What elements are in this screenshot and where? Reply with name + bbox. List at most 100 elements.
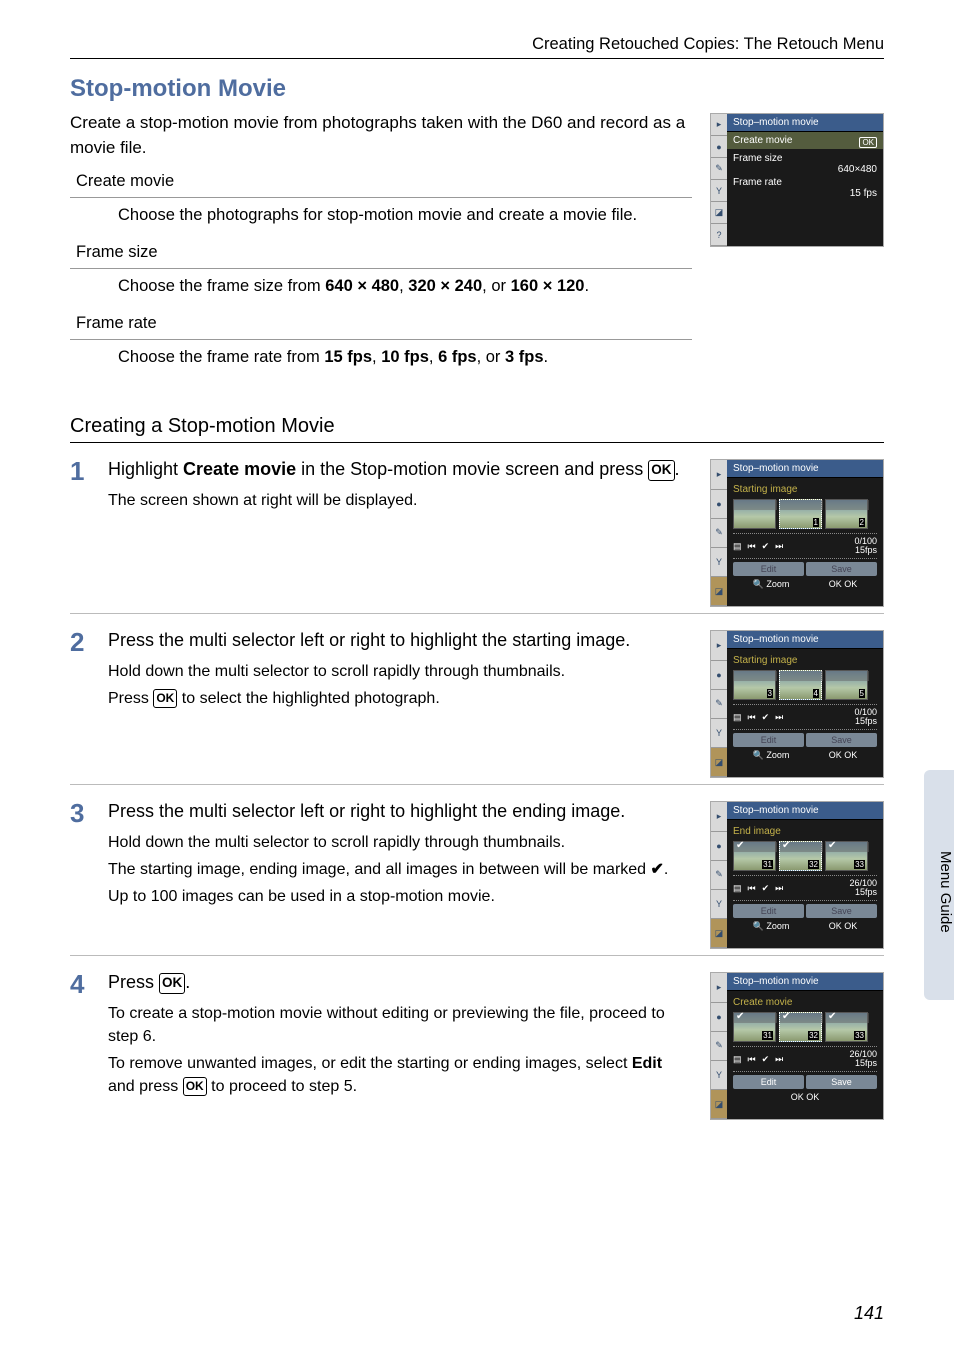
thumbnail: ✔31 <box>733 1012 776 1042</box>
lcd-menu-row: Frame size <box>733 153 877 164</box>
lcd-sidebar: ▸●✎Y◪ <box>711 460 727 606</box>
lcd-footer-hint: OK OK <box>791 1092 820 1102</box>
lcd-screen: ▸●✎Y◪Stop–motion movieEnd image✔31✔32✔33… <box>710 801 884 949</box>
lcd-title: Stop–motion movie <box>727 973 883 990</box>
definition-def: Choose the photographs for stop-motion m… <box>70 198 692 233</box>
lcd-footer: 🔍 Zoom OK OK <box>733 750 877 761</box>
sidebar-icon: ◪ <box>711 577 727 606</box>
card-icon: ▤ <box>733 712 742 723</box>
lcd-button: Save <box>806 904 877 918</box>
lcd-footer-hint: 🔍 Zoom <box>753 579 790 590</box>
lcd-body: Starting image345▤⏮✔⏭0/10015fpsEditSave🔍… <box>727 649 883 777</box>
step-number: 2 <box>70 628 94 778</box>
lcd-screen: ▸●✎Y◪Stop–motion movie Starting image 345 ▤… <box>710 630 884 778</box>
step-title: Press OK. <box>108 970 686 995</box>
check-icon: ✔ <box>762 883 770 894</box>
lcd-button-row: EditSave <box>733 562 877 576</box>
sidebar-icon: ◪ <box>711 748 727 777</box>
sidebar-icon: ● <box>711 1003 727 1032</box>
thumbnail: 4 <box>779 670 822 700</box>
lcd-subtitle: End image <box>733 826 877 837</box>
lcd-counter: 26/10015fps <box>849 1050 877 1068</box>
lcd-footer: OK OK <box>733 1092 877 1102</box>
intro-text: Create a stop-motion movie from photogra… <box>70 111 692 160</box>
lcd-screen: ▸●✎Y◪Stop–motion movieStarting image12▤⏮… <box>710 459 884 607</box>
sidebar-icon: ✎ <box>711 690 727 719</box>
lcd-subtitle: Starting image <box>733 484 877 495</box>
thumbnail-row: ✔31✔32✔33 <box>733 841 877 871</box>
step-body: Press OK. To create a stop-motion movie w… <box>108 970 696 1120</box>
step: 2 Press the multi selector left or right … <box>70 628 884 785</box>
step-desc: To remove unwanted images, or edit the s… <box>108 1052 686 1098</box>
thumbnail: 5 <box>825 670 868 700</box>
lcd-button: Edit <box>733 562 804 576</box>
lcd-icon-row: ▤⏮✔⏭26/10015fps <box>733 875 877 901</box>
sidebar-icon: ▸ <box>711 973 727 1002</box>
step: 3Press the multi selector left or right … <box>70 799 884 956</box>
step-desc: To create a stop-motion movie without ed… <box>108 1002 686 1048</box>
lcd-icon-row: ▤⏮✔⏭0/10015fps <box>733 704 877 730</box>
start-marker-icon: ⏮ <box>748 712 756 723</box>
lcd-footer-hint: OK OK <box>829 750 858 761</box>
thumbnail: 2 <box>825 499 868 529</box>
step-title: Press the multi selector left or right t… <box>108 628 686 653</box>
lcd-footer-hint: 🔍 Zoom <box>753 750 790 761</box>
definition-term: Frame rate <box>70 308 692 340</box>
lcd-subtitle: Create movie <box>733 997 877 1008</box>
lcd-button: Save <box>806 1075 877 1089</box>
lcd-sidebar: ▸●✎Y◪ <box>711 802 727 948</box>
ok-indicator: OK <box>859 137 877 148</box>
step-title: Highlight Create movie in the Stop-motio… <box>108 457 686 482</box>
lcd-subtitle: Starting image <box>733 655 877 666</box>
step-desc: Up to 100 images can be used in a stop-m… <box>108 885 686 908</box>
sidebar-icon: ◪ <box>711 1090 727 1119</box>
thumbnail: ✔32 <box>779 1012 822 1042</box>
card-icon: ▤ <box>733 883 742 894</box>
card-icon: ▤ <box>733 1054 742 1065</box>
sidebar-icon: ● <box>711 661 727 690</box>
lcd-sidebar: ▸●✎Y◪ <box>711 973 727 1119</box>
lcd-footer-hint: OK OK <box>829 579 858 590</box>
start-marker-icon: ⏮ <box>748 541 756 552</box>
lcd-sidebar: ▸●✎Y◪ <box>711 631 727 777</box>
lcd-button: Edit <box>733 1075 804 1089</box>
sidebar-icon: ▸ <box>711 631 727 660</box>
lcd-footer-hint: 🔍 Zoom <box>753 921 790 932</box>
page-title: Stop-motion Movie <box>70 75 884 103</box>
lcd-menu-screen: ▸ ● ✎ Y ◪ ? Stop–motion movie Create mov… <box>710 113 884 247</box>
lcd-body: Starting image12▤⏮✔⏭0/10015fpsEditSave🔍 … <box>727 478 883 606</box>
lcd-counter: 0/10015fps <box>854 537 877 555</box>
step-desc: Press OK to select the highlighted photo… <box>108 687 686 710</box>
lcd-counter: 0/10015fps <box>854 708 877 726</box>
lcd-footer: 🔍 Zoom OK OK <box>733 579 877 590</box>
sidebar-icon: Y <box>711 548 727 577</box>
step-body: Highlight Create movie in the Stop-motio… <box>108 457 696 607</box>
lcd-body: Create movie✔31✔32✔33▤⏮✔⏭26/10015fpsEdit… <box>727 991 883 1119</box>
thumbnail: ✔33 <box>825 841 868 871</box>
lcd-menu-row: Create movieOK <box>727 132 883 149</box>
subheading: Creating a Stop-motion Movie <box>70 415 884 443</box>
lcd-menu-value: 640×480 <box>733 164 877 175</box>
step-body: Press the multi selector left or right t… <box>108 628 696 778</box>
side-tab: Menu Guide <box>924 770 954 1000</box>
step-desc: Hold down the multi selector to scroll r… <box>108 831 686 854</box>
check-icon: ✔ <box>762 541 770 552</box>
lcd-title: Stop–motion movie <box>727 460 883 477</box>
lcd-sidebar: ▸ ● ✎ Y ◪ ? <box>711 114 727 246</box>
step-number: 3 <box>70 799 94 949</box>
sidebar-icon: ✎ <box>711 861 727 890</box>
step-number: 4 <box>70 970 94 1120</box>
step: 4 Press OK. To create a stop-motion movie … <box>70 970 884 1126</box>
lcd-button: Edit <box>733 904 804 918</box>
sidebar-icon: ● <box>711 832 727 861</box>
step-body: Press the multi selector left or right t… <box>108 799 696 949</box>
thumbnail: 3 <box>733 670 776 700</box>
sidebar-pencil-icon: ✎ <box>711 158 727 180</box>
thumbnail: 1 <box>779 499 822 529</box>
thumbnail-row: 12 <box>733 499 877 529</box>
sidebar-help-icon: ? <box>711 224 727 246</box>
thumbnail: ✔31 <box>733 841 776 871</box>
lcd-title: Stop–motion movie <box>727 631 883 648</box>
sidebar-icon: Y <box>711 890 727 919</box>
end-marker-icon: ⏭ <box>775 712 783 723</box>
